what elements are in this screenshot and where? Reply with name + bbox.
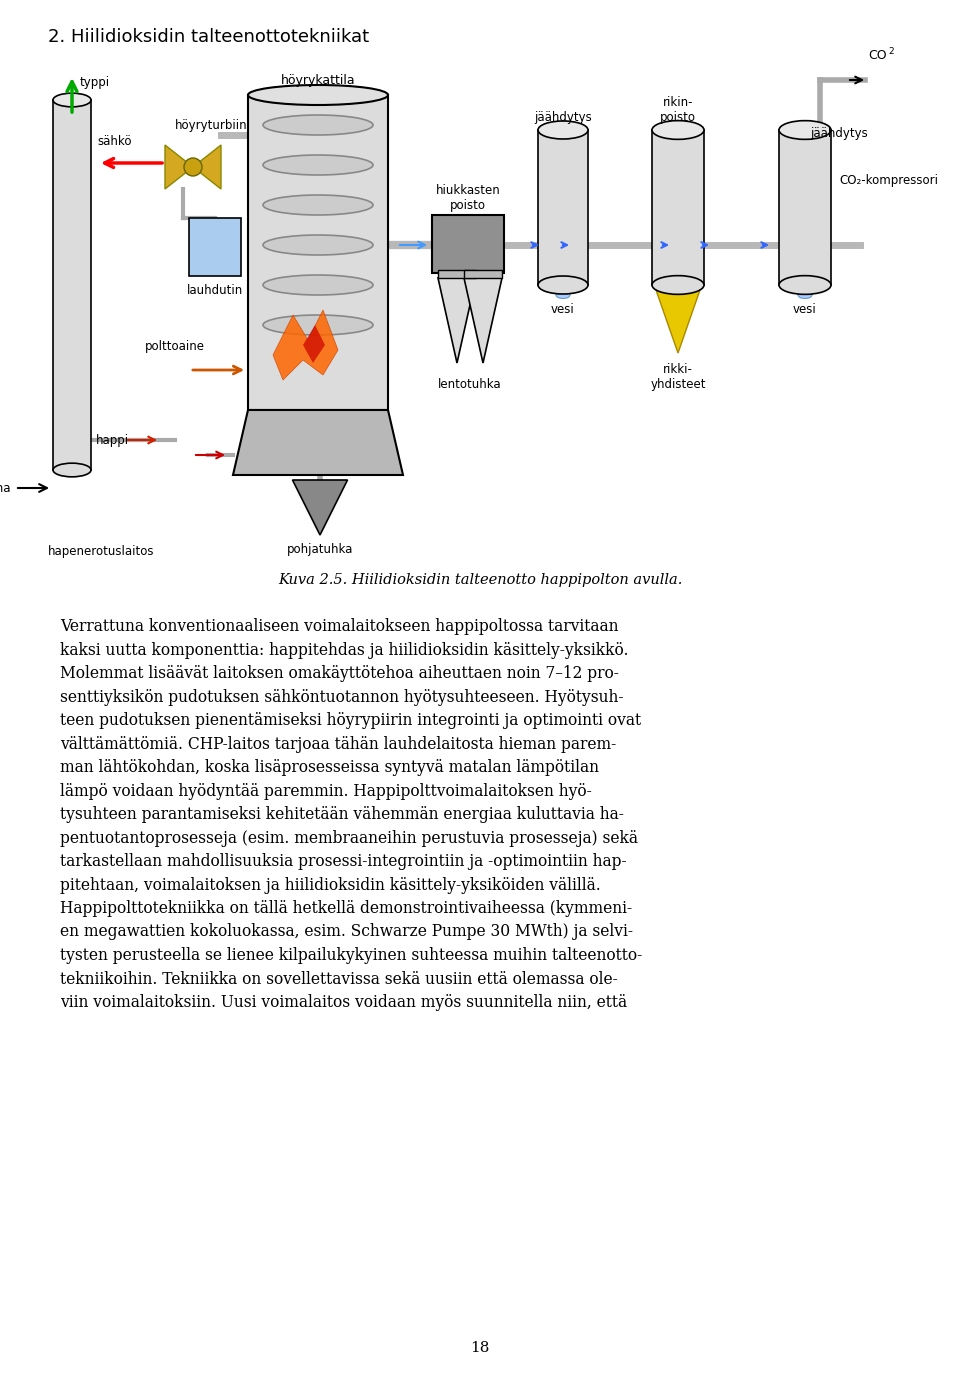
- Bar: [779, 130, 831, 285]
- Bar: [464, 269, 502, 278]
- Ellipse shape: [248, 86, 388, 105]
- Text: vesi: vesi: [793, 303, 817, 316]
- Text: tysten perusteella se lienee kilpailukykyinen suhteessa muihin talteenotto-: tysten perusteella se lienee kilpailukyk…: [60, 947, 642, 965]
- Text: jäähdytys: jäähdytys: [534, 111, 592, 124]
- Text: tysuhteen parantamiseksi kehitetään vähemmän energiaa kuluttavia ha-: tysuhteen parantamiseksi kehitetään vähe…: [60, 806, 624, 824]
- Ellipse shape: [779, 120, 831, 140]
- Text: höyrykattila: höyrykattila: [280, 75, 355, 87]
- Ellipse shape: [538, 122, 588, 140]
- Ellipse shape: [263, 195, 373, 216]
- Bar: [538, 130, 588, 285]
- Ellipse shape: [263, 315, 373, 334]
- Ellipse shape: [53, 463, 91, 477]
- Ellipse shape: [779, 275, 831, 294]
- Text: viin voimalaitoksiin. Uusi voimalaitos voidaan myös suunnitella niin, että: viin voimalaitoksiin. Uusi voimalaitos v…: [60, 994, 627, 1012]
- Ellipse shape: [263, 155, 373, 176]
- Bar: [53, 100, 91, 470]
- Ellipse shape: [263, 235, 373, 256]
- Ellipse shape: [652, 120, 704, 140]
- Polygon shape: [233, 410, 403, 475]
- Text: happi: happi: [96, 434, 130, 446]
- Text: tekniikoihin. Tekniikka on sovellettavissa sekä uusiin että olemassa ole-: tekniikoihin. Tekniikka on sovellettavis…: [60, 970, 617, 988]
- Polygon shape: [303, 325, 325, 363]
- Circle shape: [184, 158, 202, 176]
- Polygon shape: [656, 290, 700, 352]
- Text: hapenerotuslaitos: hapenerotuslaitos: [48, 545, 155, 558]
- Polygon shape: [438, 278, 476, 363]
- Text: Happipolttotekniikka on tällä hetkellä demonstrointivaiheessa (kymmeni-: Happipolttotekniikka on tällä hetkellä d…: [60, 900, 632, 918]
- Text: välttämättömiä. CHP-laitos tarjoaa tähän lauhdelaitosta hieman parem-: välttämättömiä. CHP-laitos tarjoaa tähän…: [60, 735, 616, 753]
- Text: jäähdytys: jäähdytys: [810, 127, 868, 140]
- Text: en megawattien kokoluokassa, esim. Schwarze Pumpe 30 MWth) ja selvi-: en megawattien kokoluokassa, esim. Schwa…: [60, 923, 633, 941]
- Text: teen pudotuksen pienentämiseksi höyrypiirin integrointi ja optimointi ovat: teen pudotuksen pienentämiseksi höyrypii…: [60, 712, 641, 728]
- Text: polttoaine: polttoaine: [145, 340, 205, 352]
- Text: tarkastellaan mahdollisuuksia prosessi-integrointiin ja -optimointiin hap-: tarkastellaan mahdollisuuksia prosessi-i…: [60, 853, 627, 871]
- Text: lämpö voidaan hyödyntää paremmin. Happipolttvoimalaitoksen hyö-: lämpö voidaan hyödyntää paremmin. Happip…: [60, 782, 591, 800]
- Text: pitehtaan, voimalaitoksen ja hiilidioksidin käsittely-yksiköiden välillä.: pitehtaan, voimalaitoksen ja hiilidioksi…: [60, 876, 601, 894]
- Ellipse shape: [798, 292, 812, 299]
- Text: hiukkasten
poisto: hiukkasten poisto: [436, 184, 500, 211]
- Bar: [189, 218, 241, 276]
- Text: höyryturbiini: höyryturbiini: [175, 119, 251, 133]
- Text: pentuotantoprosesseja (esim. membraaneihin perustuvia prosesseja) sekä: pentuotantoprosesseja (esim. membraaneih…: [60, 829, 638, 847]
- Polygon shape: [273, 310, 338, 380]
- Text: vesi: vesi: [551, 303, 575, 316]
- Ellipse shape: [538, 276, 588, 294]
- Text: rikki-
yhdisteet: rikki- yhdisteet: [650, 363, 706, 391]
- Text: sähkö: sähkö: [98, 135, 132, 148]
- Bar: [652, 130, 704, 285]
- Ellipse shape: [652, 275, 704, 294]
- Text: man lähtökohdan, koska lisäprosesseissa syntyvä matalan lämpötilan: man lähtökohdan, koska lisäprosesseissa …: [60, 759, 599, 777]
- Text: Kuva 2.5. Hiilidioksidin talteenotto happipolton avulla.: Kuva 2.5. Hiilidioksidin talteenotto hap…: [277, 574, 683, 587]
- Bar: [432, 216, 504, 274]
- Polygon shape: [293, 480, 348, 535]
- Bar: [248, 95, 388, 410]
- Text: lentotuhka: lentotuhka: [438, 379, 502, 391]
- Text: pohjatuhka: pohjatuhka: [287, 543, 353, 556]
- Ellipse shape: [53, 93, 91, 106]
- Polygon shape: [193, 145, 221, 189]
- Text: Molemmat lisäävät laitoksen omakäyttötehoa aiheuttaen noin 7–12 pro-: Molemmat lisäävät laitoksen omakäyttöteh…: [60, 665, 619, 681]
- Ellipse shape: [556, 292, 570, 299]
- Polygon shape: [464, 278, 502, 363]
- Text: senttiyksikön pudotuksen sähköntuotannon hyötysuhteeseen. Hyötysuh-: senttiyksikön pudotuksen sähköntuotannon…: [60, 688, 623, 705]
- Text: 2: 2: [888, 47, 894, 57]
- Ellipse shape: [263, 115, 373, 135]
- Text: 18: 18: [470, 1341, 490, 1354]
- Text: kaksi uutta komponenttia: happitehdas ja hiilidioksidin käsittely-yksikkö.: kaksi uutta komponenttia: happitehdas ja…: [60, 641, 629, 658]
- Text: rikin-
poisto: rikin- poisto: [660, 95, 696, 124]
- Text: typpi: typpi: [80, 76, 110, 88]
- Bar: [438, 269, 476, 278]
- Text: lauhdutin: lauhdutin: [187, 283, 243, 297]
- Text: CO: CO: [868, 48, 887, 62]
- Text: CO₂-kompressori: CO₂-kompressori: [839, 174, 938, 187]
- Text: 2. Hiilidioksidin talteenottotekniikat: 2. Hiilidioksidin talteenottotekniikat: [48, 28, 370, 46]
- Ellipse shape: [263, 275, 373, 294]
- Text: Verrattuna konventionaaliseen voimalaitokseen happipoltossa tarvitaan: Verrattuna konventionaaliseen voimalaito…: [60, 618, 618, 634]
- Text: ilma: ilma: [0, 481, 11, 495]
- Polygon shape: [165, 145, 193, 189]
